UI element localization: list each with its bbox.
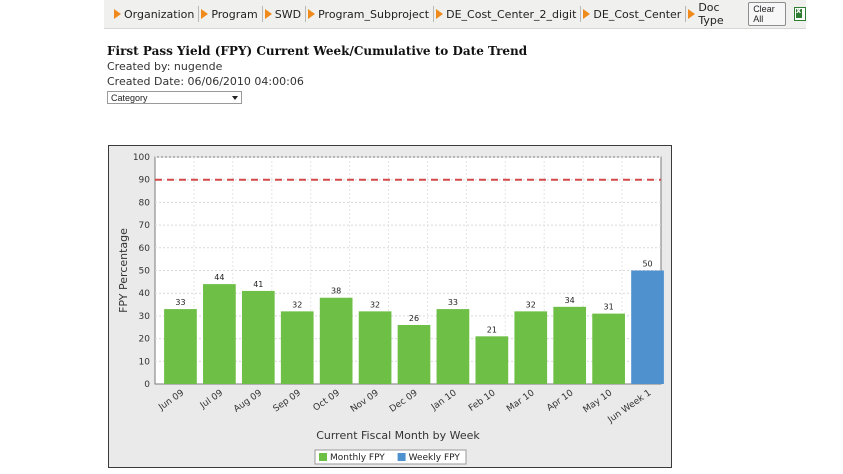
- bar-value-label: 26: [409, 314, 419, 323]
- x-tick-label: Oct 09: [312, 388, 342, 413]
- x-axis-title: Current Fiscal Month by Week: [316, 429, 480, 442]
- bar-value-label: 32: [370, 300, 380, 309]
- report-title: First Pass Yield (FPY) Current Week/Cumu…: [107, 44, 528, 58]
- created-by-text: Created by: nugende: [107, 60, 223, 73]
- filter-bar: Organization Program SWD Program_Subproj…: [104, 0, 806, 29]
- x-tick-label: Jun 09: [156, 388, 186, 413]
- bar-value-label: 33: [175, 298, 185, 307]
- bar-value-label: 32: [292, 300, 302, 309]
- bar-jul-09: [203, 284, 236, 384]
- x-tick-label: Jan 10: [429, 388, 459, 413]
- y-tick-label: 80: [139, 198, 151, 208]
- excel-export-icon[interactable]: [794, 6, 806, 21]
- filter-list: Organization Program SWD Program_Subproj…: [112, 1, 806, 27]
- y-tick-label: 90: [139, 176, 151, 186]
- x-tick-label: Sep 09: [272, 388, 304, 414]
- bar-value-label: 34: [565, 296, 575, 305]
- expand-arrow-icon: [583, 9, 591, 19]
- legend-label: Weekly FPY: [409, 453, 461, 463]
- bar-value-label: 50: [642, 260, 652, 269]
- bar-may-10: [592, 313, 625, 384]
- y-tick-label: 30: [139, 312, 151, 322]
- bar-value-label: 44: [214, 273, 224, 282]
- filter-doc-type[interactable]: Doc Type: [685, 1, 742, 27]
- y-tick-label: 0: [144, 380, 150, 390]
- fpy-bar-chart: 0 10 20 30 40 50 60 70 80 90 100 33 44 41 32 38 32 26 33 21…: [117, 153, 664, 465]
- bar-value-label: 31: [604, 303, 614, 312]
- bar-aug-09: [241, 290, 275, 384]
- bar-mar-10: [514, 311, 548, 384]
- x-tick-label: Apr 10: [545, 388, 575, 413]
- bar-nov-09: [358, 311, 392, 384]
- x-tick-label: Feb 10: [467, 388, 498, 414]
- bar-value-label: 38: [331, 287, 341, 296]
- expand-arrow-icon: [201, 9, 209, 19]
- y-tick-label: 40: [139, 289, 151, 299]
- filter-swd[interactable]: SWD: [261, 6, 305, 22]
- filter-program[interactable]: Program: [198, 6, 261, 22]
- y-tick-label: 20: [139, 335, 151, 345]
- x-tick-label: Jun Week 1: [606, 388, 654, 426]
- y-tick-label: 60: [139, 244, 151, 254]
- bar-jun-09: [164, 309, 197, 384]
- bar-oct-09: [319, 297, 353, 384]
- bar-jan-10: [436, 309, 470, 384]
- created-date-text: Created Date: 06/06/2010 04:00:06: [107, 75, 304, 88]
- filter-label: Organization: [124, 7, 195, 21]
- legend-swatch: [319, 453, 327, 461]
- bar-value-label: 33: [448, 298, 458, 307]
- chevron-down-icon: [232, 96, 238, 100]
- x-tick-label: Nov 09: [349, 388, 381, 415]
- bar-value-label: 32: [526, 300, 536, 309]
- fpy-chart-frame: 0 10 20 30 40 50 60 70 80 90 100 33 44 41 32 38 32 26 33 21…: [108, 145, 672, 468]
- filter-label: Program: [211, 7, 258, 21]
- filter-de-cost-center[interactable]: DE_Cost_Center: [580, 6, 685, 22]
- x-tick-label: Mar 10: [505, 388, 537, 414]
- filter-label: Doc Type: [698, 1, 724, 27]
- legend-label: Monthly FPY: [330, 453, 385, 463]
- category-select-value: Category: [111, 93, 148, 103]
- filter-label: DE_Cost_Center_2_digit: [446, 7, 577, 21]
- bar-apr-10: [553, 306, 587, 384]
- y-tick-label: 70: [139, 221, 151, 231]
- x-tick-label: Jul 09: [198, 388, 225, 411]
- filter-program-subproject[interactable]: Program_Subproject: [305, 6, 433, 22]
- expand-arrow-icon: [114, 9, 121, 19]
- legend-box: [314, 449, 467, 465]
- clear-all-button[interactable]: Clear All: [748, 2, 787, 26]
- x-tick-label: May 10: [582, 388, 615, 415]
- filter-label: DE_Cost_Center: [593, 7, 682, 21]
- bar-value-label: 21: [487, 325, 497, 334]
- legend-swatch: [397, 453, 406, 461]
- x-tick-label: Aug 09: [232, 388, 264, 415]
- y-tick-label: 10: [139, 357, 151, 367]
- expand-arrow-icon: [264, 9, 272, 19]
- bar-sep-09: [280, 311, 314, 384]
- x-tick-label: Dec 09: [388, 388, 420, 415]
- expand-arrow-icon: [688, 9, 696, 19]
- bar-dec-09: [397, 324, 431, 384]
- y-tick-label: 50: [139, 267, 151, 277]
- filter-organization[interactable]: Organization: [112, 6, 198, 22]
- expand-arrow-icon: [436, 9, 444, 19]
- category-select[interactable]: Category: [107, 91, 242, 104]
- expand-arrow-icon: [308, 9, 316, 19]
- y-tick-label: 100: [133, 153, 150, 163]
- bar-value-label: 41: [253, 280, 263, 289]
- filter-label: Program_Subproject: [318, 7, 430, 21]
- bar-feb-10: [475, 336, 509, 384]
- filter-de-cost-center-2-digit[interactable]: DE_Cost_Center_2_digit: [433, 6, 580, 22]
- filter-label: SWD: [274, 7, 302, 21]
- y-axis-title: FPY Percentage: [117, 228, 130, 313]
- bar-jun-week-1: [631, 270, 664, 384]
